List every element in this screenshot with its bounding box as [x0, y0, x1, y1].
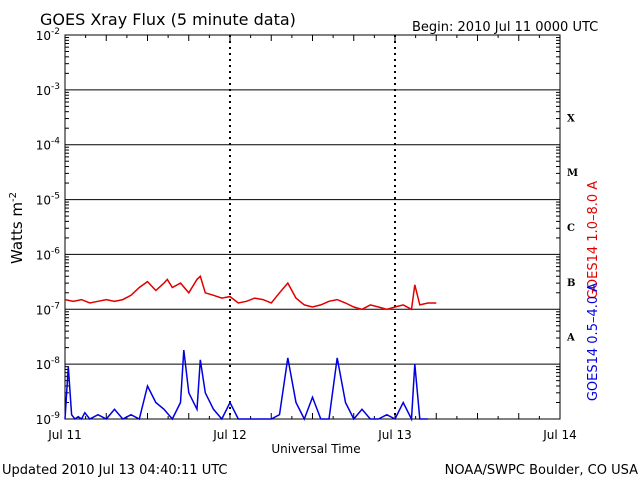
footer-credit: NOAA/SWPC Boulder, CO USA	[445, 463, 638, 478]
y-tick-label: 10-9	[36, 411, 61, 427]
x-tick-label: Jul 12	[212, 428, 247, 442]
y-tick-label: 10-6	[36, 246, 61, 262]
legend-red: GOES14 1.0–8.0 A	[586, 181, 601, 299]
flare-class-label: X	[567, 113, 575, 124]
flare-class-label: C	[567, 223, 575, 234]
flare-class-label: B	[567, 278, 575, 289]
flare-class-label: A	[566, 333, 575, 344]
x-tick-label: Jul 14	[542, 428, 577, 442]
y-tick-label: 10-3	[36, 82, 60, 98]
legend-blue: GOES14 0.5–4.0 A	[586, 283, 601, 401]
svg-text:Watts m-2: Watts m-2	[8, 192, 26, 264]
plot-area: 10-9 10-8 10-7 10-6 10-5 10-4 10-3 10-2 Jul 11 Ju…	[36, 27, 578, 442]
y-tick-label: 10-4	[36, 137, 61, 153]
legend-blue-label: GOES14 0.5–4.0 A	[586, 283, 601, 401]
legend-red-label: GOES14 1.0–8.0 A	[586, 181, 601, 299]
y-tick-label: 10-5	[36, 192, 60, 208]
y-tick-label: 10-8	[36, 356, 61, 372]
y-axis-title: Watts m-2	[8, 192, 26, 264]
series-line-short	[64, 350, 428, 422]
y-axis-title-sup: -2	[8, 192, 19, 202]
flare-class-label: M	[567, 168, 578, 179]
y-tick-label: 10-7	[36, 301, 60, 317]
footer-updated: Updated 2010 Jul 13 04:40:11 UTC	[2, 463, 227, 478]
series-line-long	[64, 274, 437, 311]
x-axis-title: Universal Time	[271, 442, 360, 456]
x-tick-label: Jul 13	[377, 428, 412, 442]
y-tick-label: 10-2	[36, 27, 60, 43]
plot-frame	[64, 34, 561, 420]
y-axis-title-text: Watts m	[8, 202, 26, 264]
begin-label: Begin: 2010 Jul 11 0000 UTC	[412, 20, 598, 35]
x-tick-label: Jul 11	[47, 428, 82, 442]
chart-title: GOES Xray Flux (5 minute data)	[40, 10, 296, 29]
